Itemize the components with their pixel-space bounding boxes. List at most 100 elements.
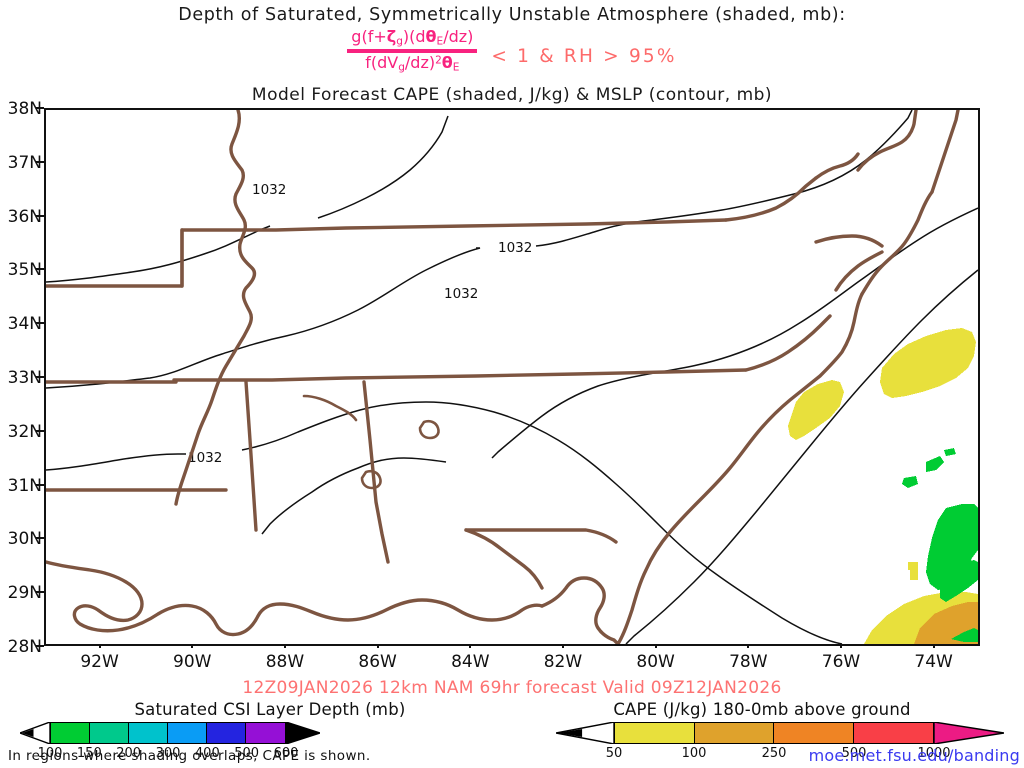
lat-tick — [36, 645, 44, 647]
cape-colorbar-tick-50: 50 — [605, 746, 623, 761]
cape-colorbar-body — [614, 722, 934, 744]
cape-region-tiny-sliver — [908, 562, 918, 580]
cape-colorbar-labels: 50 100 250 500 1000 — [556, 746, 1004, 762]
mslp-contour-layer — [46, 110, 978, 644]
lat-tick — [36, 107, 44, 109]
mslp-contour-labels: 1032 1032 1032 1032 — [188, 182, 532, 466]
mslp-contour-gulf — [46, 453, 186, 471]
mslp-contour-carolina — [491, 207, 978, 459]
map-plot-area[interactable]: 1032 1032 1032 1032 — [44, 108, 980, 646]
lat-label-30N: 30N — [7, 529, 42, 550]
cape-colorbar-segment-2 — [774, 723, 854, 743]
cape-colorbar-max-arrow — [933, 721, 1005, 745]
csi-colorbar-segment-5 — [246, 723, 285, 743]
csi-colorbar-tick-300: 300 — [155, 746, 181, 761]
mslp-contour-tennessee — [46, 225, 271, 283]
lon-label-92W: 92W — [80, 652, 119, 672]
csi-shading-layer — [902, 448, 978, 642]
page-subtitle: Model Forecast CAPE (shaded, J/kg) & MSL… — [251, 85, 773, 105]
lon-label-74W: 74W — [914, 652, 953, 672]
outer-banks — [860, 190, 934, 296]
kentucky-tennessee-border — [46, 218, 728, 288]
lat-label-38N: 38N — [7, 99, 42, 119]
csi-colorbar-min-arrow — [17, 720, 51, 746]
mslp-contour-gulf-b — [241, 401, 843, 644]
csi-colorbar-tick-500: 500 — [234, 746, 260, 761]
mslp-contour-north — [46, 247, 481, 389]
lake-marker-b — [418, 419, 440, 440]
csi-colorbar-max-arrow — [285, 721, 323, 745]
lat-tick — [36, 429, 44, 432]
lat-tick — [36, 160, 44, 163]
contour-label-1: 1032 — [498, 240, 532, 256]
cape-shading-layer — [788, 328, 978, 644]
lat-label-31N: 31N — [7, 475, 42, 496]
mslp-contour-carolina-b — [261, 457, 447, 535]
cape-colorbar-segment-3 — [853, 723, 933, 743]
cape-colorbar-title: CAPE (J/kg) 180-0mb above ground — [613, 700, 911, 719]
alabama-georgia-border — [362, 380, 390, 564]
lake-marker-a — [302, 394, 358, 422]
cape-colorbar-segment-0 — [615, 723, 695, 743]
csi-colorbar-segment-0 — [51, 723, 90, 743]
csi-colorbar-tick-100: 100 — [37, 746, 63, 761]
cape-region-hatteras-offshore — [880, 328, 976, 398]
georgia-florida-border — [464, 528, 618, 544]
lat-tick — [36, 214, 44, 217]
csi-colorbar-labels: 100 150 200 300 400 500 600 — [20, 746, 320, 762]
mslp-contour-tennessee-b — [317, 115, 449, 219]
cape-colorbar-tick-250: 250 — [761, 746, 787, 761]
lon-label-88W: 88W — [265, 652, 305, 672]
forecast-valid-line: 12Z09JAN2026 12km NAM 69hr forecast Vali… — [242, 678, 782, 698]
csi-colorbar-segment-3 — [168, 723, 207, 743]
lon-label-84W: 84W — [451, 652, 490, 672]
lat-label-36N: 36N — [7, 206, 42, 227]
csi-region-speck-a — [926, 456, 944, 472]
csi-region-speck-c — [902, 476, 918, 488]
lat-tick — [36, 537, 44, 540]
mississippi-alabama-border — [244, 380, 258, 532]
csi-colorbar-tick-600: 600 — [273, 746, 299, 761]
cape-colorbar-tick-100: 100 — [681, 746, 707, 761]
lat-tick — [36, 376, 44, 378]
csi-region-speck-b — [944, 448, 956, 456]
lon-label-82W: 82W — [543, 652, 583, 672]
chesapeake-inlet — [856, 110, 918, 172]
pamlico-sound — [834, 250, 884, 292]
source-url[interactable]: moe.met.fsu.edu/banding — [808, 746, 1020, 765]
cape-colorbar-segment-1 — [694, 723, 774, 743]
atlantic-coastline — [616, 292, 864, 644]
lat-tick — [36, 268, 44, 271]
mslp-contour-north-b — [535, 110, 913, 247]
contour-label-4: 1032 — [188, 450, 222, 466]
csi-colorbar-segment-1 — [90, 723, 129, 743]
cape-colorbar-tick-1000: 1000 — [917, 746, 951, 761]
florida-coastline — [540, 576, 620, 644]
lon-label-90W: 90W — [173, 652, 212, 672]
formula-denominator: f(dVg/dz)2θE — [365, 53, 460, 74]
csi-colorbar-segment-4 — [207, 723, 246, 743]
csi-colorbar-segment-2 — [129, 723, 168, 743]
formula-numerator: g(f+ζg)(dθE/dz) — [351, 27, 474, 48]
cape-colorbar[interactable]: 50 100 250 500 1000 — [555, 721, 1005, 761]
lat-label-29N: 29N — [7, 583, 42, 604]
lat-label-32N: 32N — [7, 421, 42, 442]
contour-label-2: 1032 — [252, 182, 286, 198]
lat-label-35N: 35N — [7, 260, 42, 281]
lat-tick — [36, 483, 44, 486]
north-south-carolina-border — [744, 314, 832, 372]
lat-label-33N: 33N — [7, 368, 42, 388]
lon-label-78W: 78W — [729, 652, 768, 672]
lat-tick — [36, 322, 44, 325]
florida-gulf-border — [464, 528, 544, 590]
contour-label-3: 1032 — [444, 286, 478, 302]
cape-colorbar-min-arrow — [555, 721, 615, 745]
mississippi-river — [174, 110, 257, 506]
lake-marker-c — [360, 469, 382, 490]
csi-colorbar[interactable]: 100 150 200 300 400 500 600 — [17, 720, 323, 761]
cape-colorbar-tick-500: 500 — [841, 746, 867, 761]
formula-condition: < 1 & RH > 95% — [491, 45, 677, 67]
csi-region-sliver-edge — [951, 628, 978, 642]
nc-virginia-ridge — [814, 152, 860, 180]
lat-tick — [36, 591, 44, 594]
